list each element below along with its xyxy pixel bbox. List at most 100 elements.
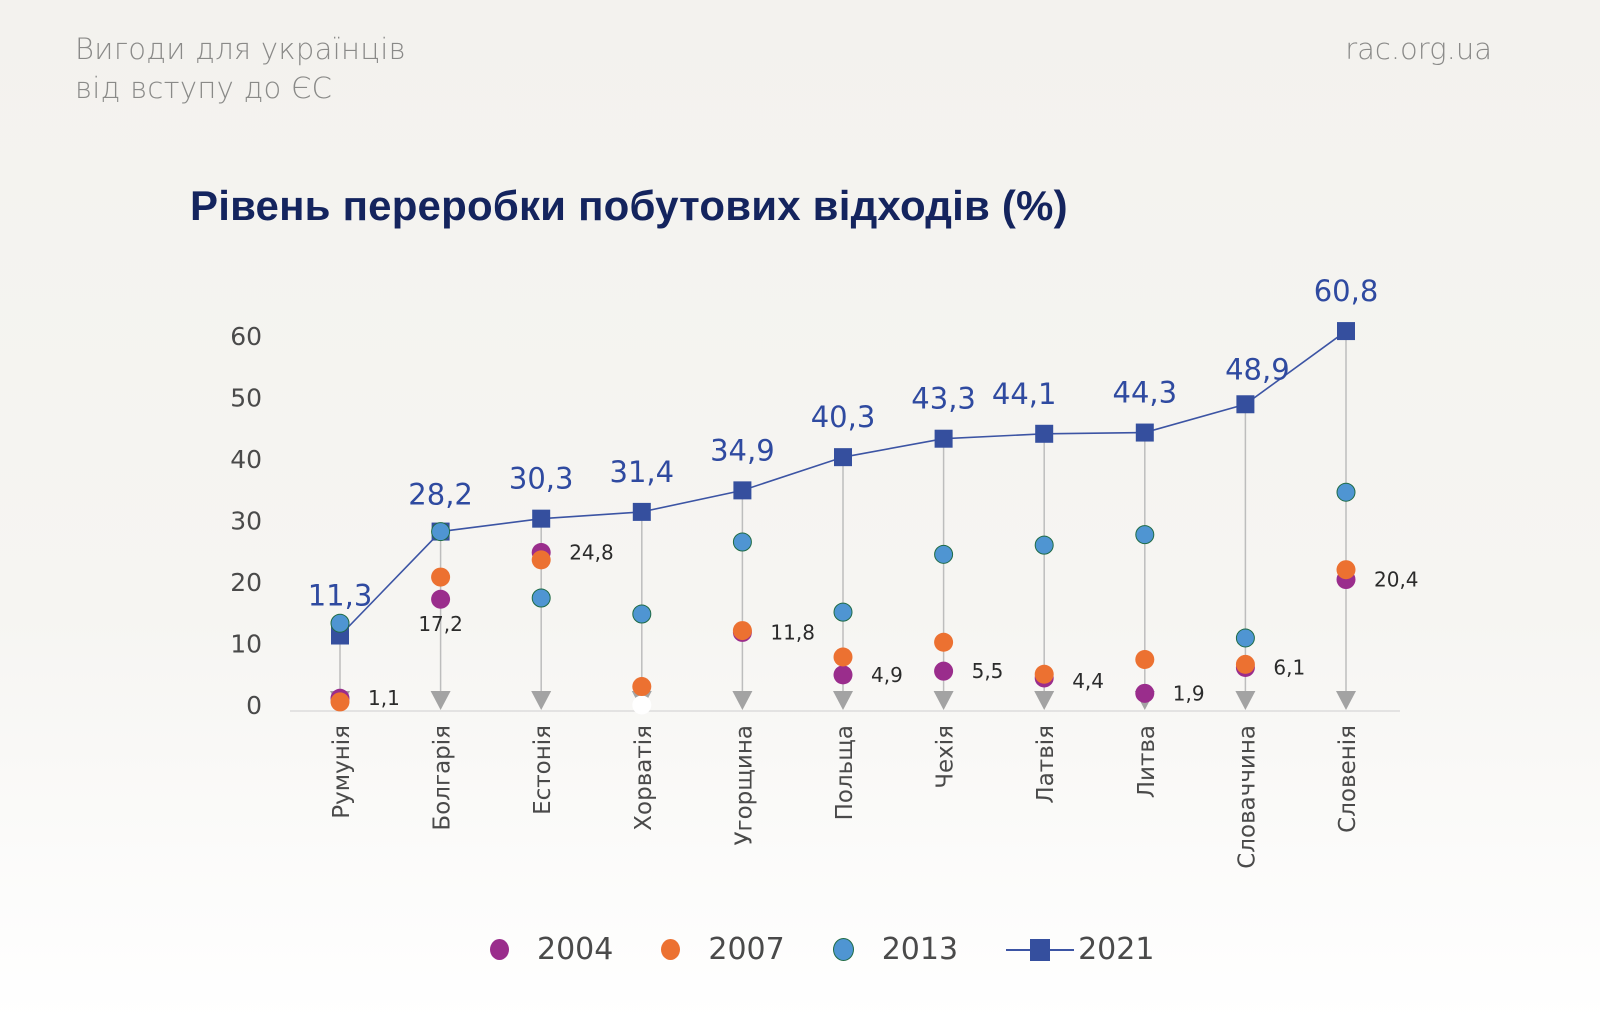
series-2021-point [632, 502, 651, 521]
series-2004-label: 6,1 [1273, 655, 1305, 679]
legend-marker-2007 [661, 939, 681, 960]
series-2004-point [1135, 683, 1155, 703]
series-2013-point [934, 544, 954, 564]
series-2007-point [1336, 560, 1356, 580]
series-2021-label: 34,9 [710, 433, 775, 467]
series-2007-point [431, 567, 451, 587]
series-2013-point [1034, 535, 1054, 555]
series-2021-label: 11,3 [308, 579, 373, 613]
series-2007-point [1135, 649, 1155, 669]
series-2021-point [1236, 395, 1255, 414]
legend-label-2007: 2007 [708, 932, 785, 967]
series-2021-point [532, 509, 551, 528]
series-2004-label: 1,1 [368, 686, 400, 710]
series-2004-label: 17,2 [418, 612, 463, 636]
series-2021-label: 28,2 [408, 478, 473, 512]
legend-label-2013: 2013 [881, 932, 959, 967]
arrow-marker [833, 691, 853, 710]
chart-legend: 2004 2007 2013 2021 [490, 932, 1154, 967]
series-2004-label: 4,9 [871, 663, 903, 687]
series-2007-point [531, 550, 551, 570]
x-category-label: Чехія [933, 725, 959, 789]
subtitle-line-1: Вигоди для українців [75, 32, 406, 66]
x-category-label: Хорватія [631, 725, 657, 831]
legend-item-2004: 2004 [490, 932, 613, 967]
y-tick-label: 0 [246, 691, 262, 720]
series-2021-point [1337, 322, 1355, 341]
legend-marker-2021 [1006, 938, 1075, 961]
series-2021-label: 60,8 [1314, 274, 1379, 308]
series-2013-point [632, 604, 652, 624]
series-2021-label: 30,3 [509, 462, 574, 496]
arrow-marker [1336, 691, 1356, 710]
arrow-marker [1235, 691, 1256, 710]
x-category-label: Словенія [1335, 725, 1361, 833]
x-category-label: Румунія [329, 725, 355, 819]
series-2021-point [733, 481, 752, 500]
series-2004-label: 11,8 [770, 620, 815, 644]
arrow-marker [732, 691, 753, 710]
series-2007-point [632, 677, 652, 697]
series-2004-label: 5,5 [972, 659, 1004, 683]
legend-marker-2004 [490, 939, 509, 960]
y-tick-label: 10 [230, 630, 262, 659]
arrow-marker [1034, 691, 1055, 710]
series-2013-point [330, 613, 350, 633]
series-2007-point [833, 647, 853, 667]
series-2004-label: 1,9 [1173, 681, 1205, 705]
x-category-label: Польща [832, 725, 858, 820]
series-2021-label: 31,4 [610, 455, 675, 489]
series-2013-point [1336, 482, 1356, 502]
x-category-label: Болгарія [430, 725, 456, 831]
series-2021-label: 48,9 [1225, 352, 1290, 386]
series-2021-point [934, 429, 953, 448]
x-category-label: Словаччина [1234, 725, 1260, 869]
series-2013-point [732, 532, 752, 552]
x-category-label: Естонія [530, 725, 556, 815]
series-2021-label: 43,3 [911, 382, 976, 416]
x-category-label: Латвія [1033, 725, 1059, 804]
subtitle-line-2: від вступу до ЄС [75, 71, 333, 105]
series-2021-point [834, 448, 852, 467]
series-2004-label: 20,4 [1374, 568, 1419, 592]
chart-title: Рівень переробки побутових відходів (%) [190, 182, 1068, 229]
arrow-marker [531, 691, 552, 710]
series-2004-point [632, 695, 652, 715]
series-2013-point [1135, 525, 1155, 545]
y-tick-label: 40 [230, 445, 262, 474]
series-2007-point [934, 632, 954, 652]
series-2021-label: 40,3 [811, 400, 876, 434]
legend-item-2013: 2013 [832, 932, 959, 967]
series-2004-point [934, 661, 954, 681]
series-2007-point [732, 621, 752, 641]
legend-item-2021: 2021 [1006, 932, 1154, 967]
legend-label-2021: 2021 [1078, 932, 1155, 967]
series-2013-point [833, 602, 853, 622]
series-2021-point [1035, 424, 1054, 443]
series-2021-point [1135, 423, 1154, 442]
arrow-marker [933, 691, 954, 710]
x-category-label: Угорщина [731, 725, 757, 846]
site-url: rac.org.ua [1345, 32, 1492, 66]
series-2013-point [431, 522, 451, 542]
y-tick-label: 50 [230, 384, 262, 413]
series-2013-point [531, 588, 551, 608]
x-category-label: Литва [1134, 725, 1160, 798]
series-2007-point [330, 692, 350, 712]
series-2004-point [833, 665, 853, 685]
arrow-marker [430, 691, 451, 710]
series-2007-point [1235, 654, 1255, 674]
y-tick-label: 20 [230, 568, 262, 597]
series-2013-point [1235, 628, 1255, 648]
series-2004-label: 4,4 [1072, 669, 1104, 693]
series-2004-label: 24,8 [569, 540, 614, 564]
series-2004-point [431, 589, 451, 609]
series-2021-label: 44,1 [992, 377, 1057, 411]
report-subtitle: Вигоди для українців від вступу до ЄС [75, 30, 406, 108]
legend-item-2007: 2007 [661, 932, 785, 967]
legend-marker-2013 [832, 938, 854, 961]
series-2021-label: 44,3 [1113, 376, 1178, 410]
y-tick-label: 60 [230, 322, 262, 351]
y-tick-label: 30 [230, 507, 262, 536]
